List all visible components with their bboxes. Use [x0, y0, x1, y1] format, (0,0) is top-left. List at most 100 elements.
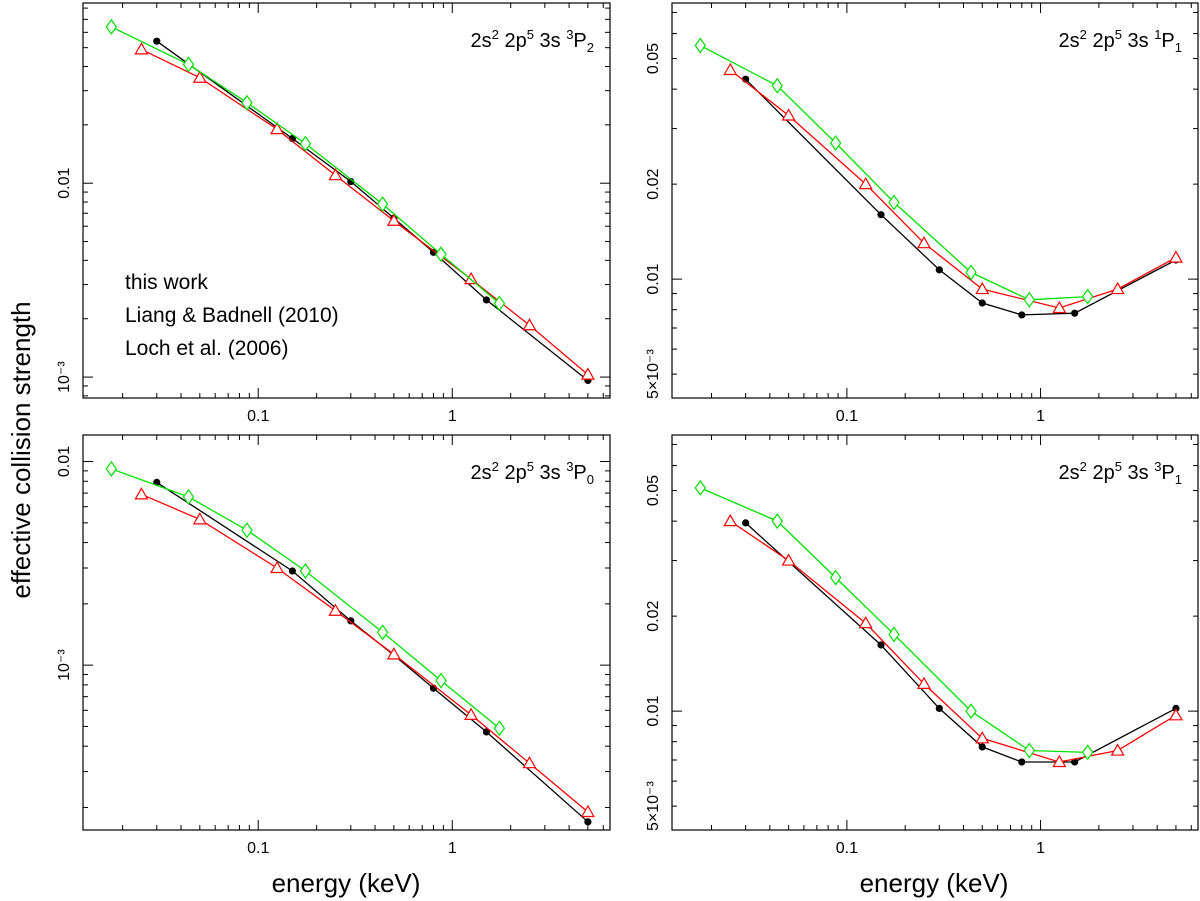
data-point-triangle	[580, 804, 595, 818]
plot-frame	[671, 434, 1199, 831]
data-point-dot	[347, 177, 355, 186]
data-point-dot	[877, 211, 885, 219]
series-line	[141, 493, 589, 813]
data-point-diamond	[694, 479, 707, 496]
data-point-diamond	[771, 77, 784, 94]
legend-entry-liang-badnell: Liang & Badnell (2010)	[125, 304, 339, 327]
data-point-diamond	[965, 264, 977, 281]
data-point-triangle	[1110, 743, 1125, 756]
y-tick-label: 0.02	[645, 168, 662, 199]
data-point-triangle	[192, 512, 207, 525]
data-point-diamond	[965, 703, 977, 720]
data-point-triangle	[270, 560, 285, 574]
series-liang-badnell-2010-	[134, 487, 595, 818]
plot-frame	[82, 434, 611, 831]
data-point-dot	[877, 641, 885, 649]
data-point-triangle	[975, 281, 990, 295]
data-point-dot	[935, 266, 943, 274]
data-point-dot	[482, 296, 491, 304]
series-liang-badnell-2010-	[134, 42, 595, 380]
x-tick-label: 0.1	[836, 408, 858, 425]
data-point-triangle	[328, 603, 343, 616]
series-line	[745, 78, 1177, 316]
y-tick-label: 0.01	[56, 446, 73, 477]
series-line	[700, 487, 1088, 754]
plot-frame	[671, 2, 1199, 399]
y-tick-label: 0.02	[645, 600, 662, 631]
data-point-triangle	[328, 167, 343, 181]
series-liang-badnell-2010-	[723, 513, 1183, 768]
data-point-dot	[153, 37, 161, 45]
y-tick-label: 5×10⁻³	[645, 781, 662, 831]
figure-ylabel: effective collision strength	[6, 301, 36, 598]
series-line	[141, 48, 589, 376]
data-point-dot	[1018, 311, 1026, 319]
series-line	[729, 520, 1177, 763]
panel-title: 2s2 2p5 3s 1P1	[1059, 27, 1182, 55]
data-point-dot	[1018, 758, 1026, 766]
data-point-diamond	[241, 94, 253, 111]
data-point-triangle	[916, 676, 932, 689]
data-point-diamond	[493, 295, 506, 312]
data-point-triangle	[386, 213, 401, 226]
data-point-triangle	[975, 731, 990, 744]
data-point-triangle	[1110, 281, 1125, 295]
data-point-diamond	[1081, 744, 1094, 761]
data-point-triangle	[1168, 708, 1183, 721]
series-line	[729, 69, 1177, 309]
data-point-dot	[347, 617, 355, 625]
data-point-triangle	[858, 176, 873, 190]
series-line	[699, 44, 1088, 301]
legend-entry-loch: Loch et al. (2006)	[125, 337, 288, 360]
series-loch-et-al-2006-	[694, 479, 1094, 761]
x-tick-label: 1	[1036, 840, 1045, 857]
y-tick-label: 0.05	[645, 475, 662, 506]
data-point-triangle	[1052, 300, 1067, 314]
series-loch-et-al-2006-	[105, 460, 506, 737]
data-point-dot	[288, 567, 296, 575]
y-tick-label: 10⁻³	[56, 361, 73, 393]
y-tick-label: 10⁻³	[56, 649, 73, 681]
series-loch-et-al-2006-	[694, 37, 1094, 308]
data-point-triangle	[522, 755, 537, 769]
x-tick-label: 1	[448, 840, 457, 857]
data-point-triangle	[464, 271, 479, 285]
data-point-triangle	[522, 318, 537, 331]
data-point-diamond	[1081, 288, 1094, 305]
data-point-diamond	[105, 460, 118, 477]
data-point-diamond	[829, 134, 842, 152]
data-point-diamond	[493, 720, 506, 737]
y-tick-label: 0.01	[56, 168, 73, 199]
data-point-diamond	[771, 513, 784, 530]
figure-xlabel-right: energy (keV)	[860, 868, 1009, 898]
data-point-diamond	[1023, 742, 1036, 759]
panel-4: 0.1 1 0.05 0.02 0.01 5×10⁻³ 2s2 2p5 3s 3P1	[645, 434, 1199, 857]
data-point-diamond	[888, 194, 900, 211]
legend-entry-this-work: this work	[125, 271, 208, 294]
series-line	[111, 468, 500, 729]
legend: this work Liang & Badnell (2010) Loch et…	[125, 271, 339, 360]
panel-title: 2s2 2p5 3s 3P2	[471, 27, 594, 55]
data-point-triangle	[192, 70, 207, 83]
data-point-dot	[1071, 758, 1079, 766]
series-line	[745, 522, 1177, 763]
panel-title: 2s2 2p5 3s 3P1	[1059, 459, 1182, 487]
x-tick-label: 1	[1036, 408, 1045, 425]
panel-title: 2s2 2p5 3s 3P0	[471, 459, 594, 487]
data-point-triangle	[386, 647, 401, 660]
data-point-dot	[482, 728, 491, 736]
data-point-diamond	[182, 488, 195, 505]
series-liang-badnell-2010-	[723, 62, 1183, 314]
y-tick-label: 0.01	[645, 263, 662, 294]
figure-xlabel-left: energy (keV)	[272, 868, 421, 898]
data-point-triangle	[1168, 250, 1183, 263]
data-point-triangle	[580, 367, 595, 380]
data-point-dot	[584, 818, 592, 826]
data-point-diamond	[299, 135, 312, 152]
data-point-dot	[742, 519, 750, 527]
data-point-triangle	[134, 42, 149, 55]
data-point-triangle	[1052, 754, 1067, 768]
y-tick-label: 5×10⁻³	[645, 349, 662, 399]
data-point-diamond	[435, 246, 447, 263]
